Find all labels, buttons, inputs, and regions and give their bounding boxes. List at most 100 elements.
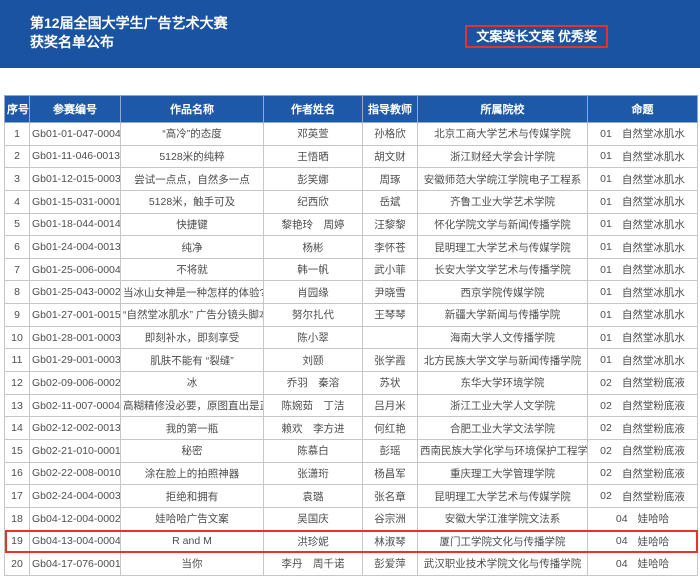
cell-advisor-name: 胡文财 (362, 144, 418, 169)
cell-school-name: 北京工商大学艺术与传媒学院 (417, 122, 588, 146)
cell-school-name: 新疆大学新闻与传播学院 (417, 303, 588, 327)
cell-school-name: 西南民族大学化学与环境保护工程学院 (417, 438, 588, 463)
cell-row-number: 17 (4, 484, 30, 508)
competition-title-line2: 获奖名单公布 (30, 34, 114, 50)
cell-work-title: 冰 (120, 371, 264, 395)
cell-topic: 01 自然堂冰肌水 (587, 280, 698, 305)
cell-row-number: 15 (4, 438, 30, 463)
topic-code: 04 (615, 535, 628, 548)
cell-advisor-name: 杨昌军 (362, 461, 418, 486)
topic-label: 自然堂冰肌水 (621, 286, 685, 299)
cell-work-title: 拒绝和拥有 (120, 484, 264, 508)
cell-author-names: 袁璐 (263, 484, 363, 508)
cell-school-name: 浙江财经大学会计学院 (417, 144, 588, 169)
cell-entry-id: Gb02-12-002-0013 (29, 416, 121, 440)
cell-entry-id: Gb02-22-008-0010 (29, 461, 121, 486)
competition-title-line1: 第12届全国大学生广告艺术大赛 (30, 15, 228, 31)
topic-label: 自然堂粉底液 (621, 490, 685, 503)
cell-topic: 04 娃哈哈 (587, 552, 698, 576)
cell-advisor-name: 周琢 (362, 167, 418, 191)
cell-advisor-name: 王琴琴 (362, 303, 418, 327)
cell-work-title: R and M (120, 529, 264, 554)
column-header-advisor: 指导教师 (362, 95, 418, 123)
cell-entry-id: Gb01-29-001-0003 (29, 348, 121, 373)
topic-label: 自然堂粉底液 (621, 467, 685, 480)
cell-advisor-name: 张名章 (362, 484, 418, 508)
cell-author-names: 杨彬 (263, 235, 363, 259)
cell-topic: 01 自然堂冰肌水 (587, 189, 698, 214)
topic-code: 01 (600, 263, 612, 276)
table-row: 5 Gb01-18-044-0014 快捷键 黎艳玲 周婷 汪黎黎 怀化学院文学… (4, 212, 698, 237)
cell-work-title: 5128米的纯粹 (120, 144, 264, 169)
cell-entry-id: Gb01-12-015-0003 (29, 167, 121, 191)
cell-school-name: 安徽师范大学皖江学院电子工程系 (417, 167, 588, 191)
cell-school-name: 昆明理工大学艺术与传媒学院 (417, 484, 588, 508)
table-row: 10 Gb01-28-001-0003 即刻补水，即刻享受 陈小翠 海南大学人文… (4, 325, 698, 350)
cell-topic: 01 自然堂冰肌水 (587, 303, 698, 327)
cell-author-names: 纪西欣 (263, 189, 363, 214)
cell-entry-id: Gb01-15-031-0001 (29, 189, 121, 214)
cell-work-title: 5128米，触手可及 (120, 189, 264, 214)
cell-work-title: 肌肤不能有 “裂缝” (120, 348, 264, 373)
cell-author-names: 韩一帆 (263, 257, 363, 282)
cell-row-number: 18 (4, 506, 30, 531)
cell-row-number: 6 (4, 235, 30, 259)
column-header-entry-id: 参赛编号 (29, 95, 121, 123)
award-results-table: 序号 参赛编号 作品名称 作者姓名 指导教师 所属院校 命题 1 Gb01-01… (4, 95, 698, 576)
cell-entry-id: Gb01-18-044-0014 (29, 212, 121, 237)
cell-advisor-name: 谷宗洲 (362, 506, 418, 531)
topic-label: 自然堂冰肌水 (621, 241, 685, 254)
column-header-authors: 作者姓名 (263, 95, 363, 123)
table-row: 14 Gb02-12-002-0013 我的第一瓶 赖欢 李方进 何红艳 合肥工… (4, 416, 698, 440)
cell-row-number: 7 (4, 257, 30, 282)
column-header-topic: 命题 (587, 95, 698, 123)
table-row: 7 Gb01-25-006-0004 不将就 韩一帆 武小菲 长安大学文学艺术与… (4, 257, 698, 282)
topic-code: 01 (600, 286, 612, 299)
cell-school-name: 重庆理工大学管理学院 (417, 461, 588, 486)
cell-school-name: 厦门工学院文化与传播学院 (417, 529, 588, 554)
cell-author-names: 努尔扎代 (263, 303, 363, 327)
topic-label: 自然堂粉底液 (621, 422, 685, 435)
table-row: 2 Gb01-11-046-0013 5128米的纯粹 王悟晒 胡文财 浙江财经… (4, 144, 698, 169)
topic-label: 自然堂冰肌水 (621, 150, 685, 163)
cell-author-names: 乔羽 秦溶 (263, 371, 363, 395)
cell-topic: 04 娃哈哈 (587, 506, 698, 531)
cell-topic: 02 自然堂粉底液 (587, 416, 698, 440)
cell-row-number: 8 (4, 280, 30, 305)
table-header: 序号 参赛编号 作品名称 作者姓名 指导教师 所属院校 命题 (4, 95, 698, 123)
cell-author-names: 肖园缘 (263, 280, 363, 305)
cell-topic: 01 自然堂冰肌水 (587, 167, 698, 191)
cell-advisor-name: 张学霞 (362, 348, 418, 373)
cell-author-names: 李丹 周千诺 (263, 552, 363, 576)
topic-label: 娃哈哈 (637, 513, 670, 526)
cell-author-names: 陈小翠 (263, 325, 363, 350)
topic-label: 自然堂冰肌水 (621, 196, 685, 209)
topic-code: 01 (600, 218, 612, 231)
topic-label: 自然堂粉底液 (621, 445, 685, 458)
cell-entry-id: Gb04-17-076-0001 (29, 552, 121, 576)
cell-topic: 01 自然堂冰肌水 (587, 257, 698, 282)
cell-author-names: 陈慕白 (263, 438, 363, 463)
table-header-row: 序号 参赛编号 作品名称 作者姓名 指导教师 所属院校 命题 (4, 95, 698, 123)
cell-work-title: 快捷键 (120, 212, 264, 237)
topic-label: 自然堂冰肌水 (621, 218, 685, 231)
cell-author-names: 陈婉茹 丁洁 (263, 393, 363, 418)
table-row: 9 Gb01-27-001-0015 “自然堂冰肌水” 广告分镜头脚本 努尔扎代… (4, 303, 698, 327)
cell-row-number: 9 (4, 303, 30, 327)
topic-label: 自然堂粉底液 (621, 377, 685, 390)
table-row: 11 Gb01-29-001-0003 肌肤不能有 “裂缝” 刘颐 张学霞 北方… (4, 348, 698, 373)
cell-author-names: 张潇珩 (263, 461, 363, 486)
cell-author-names: 洪珍妮 (263, 529, 363, 554)
cell-row-number: 5 (4, 212, 30, 237)
cell-advisor-name: 彭爱萍 (362, 552, 418, 576)
cell-row-number: 11 (4, 348, 30, 373)
cell-row-number: 16 (4, 461, 30, 486)
cell-row-number: 12 (4, 371, 30, 395)
competition-title: 第12届全国大学生广告艺术大赛 获奖名单公布 (30, 14, 228, 52)
cell-advisor-name: 林淑琴 (362, 529, 418, 554)
cell-school-name: 东华大学环境学院 (417, 371, 588, 395)
topic-label: 自然堂冰肌水 (621, 332, 685, 345)
column-header-work: 作品名称 (120, 95, 264, 123)
topic-code: 01 (600, 241, 612, 254)
table-row-highlighted: 19 Gb04-13-004-0004 R and M 洪珍妮 林淑琴 厦门工学… (4, 529, 698, 554)
